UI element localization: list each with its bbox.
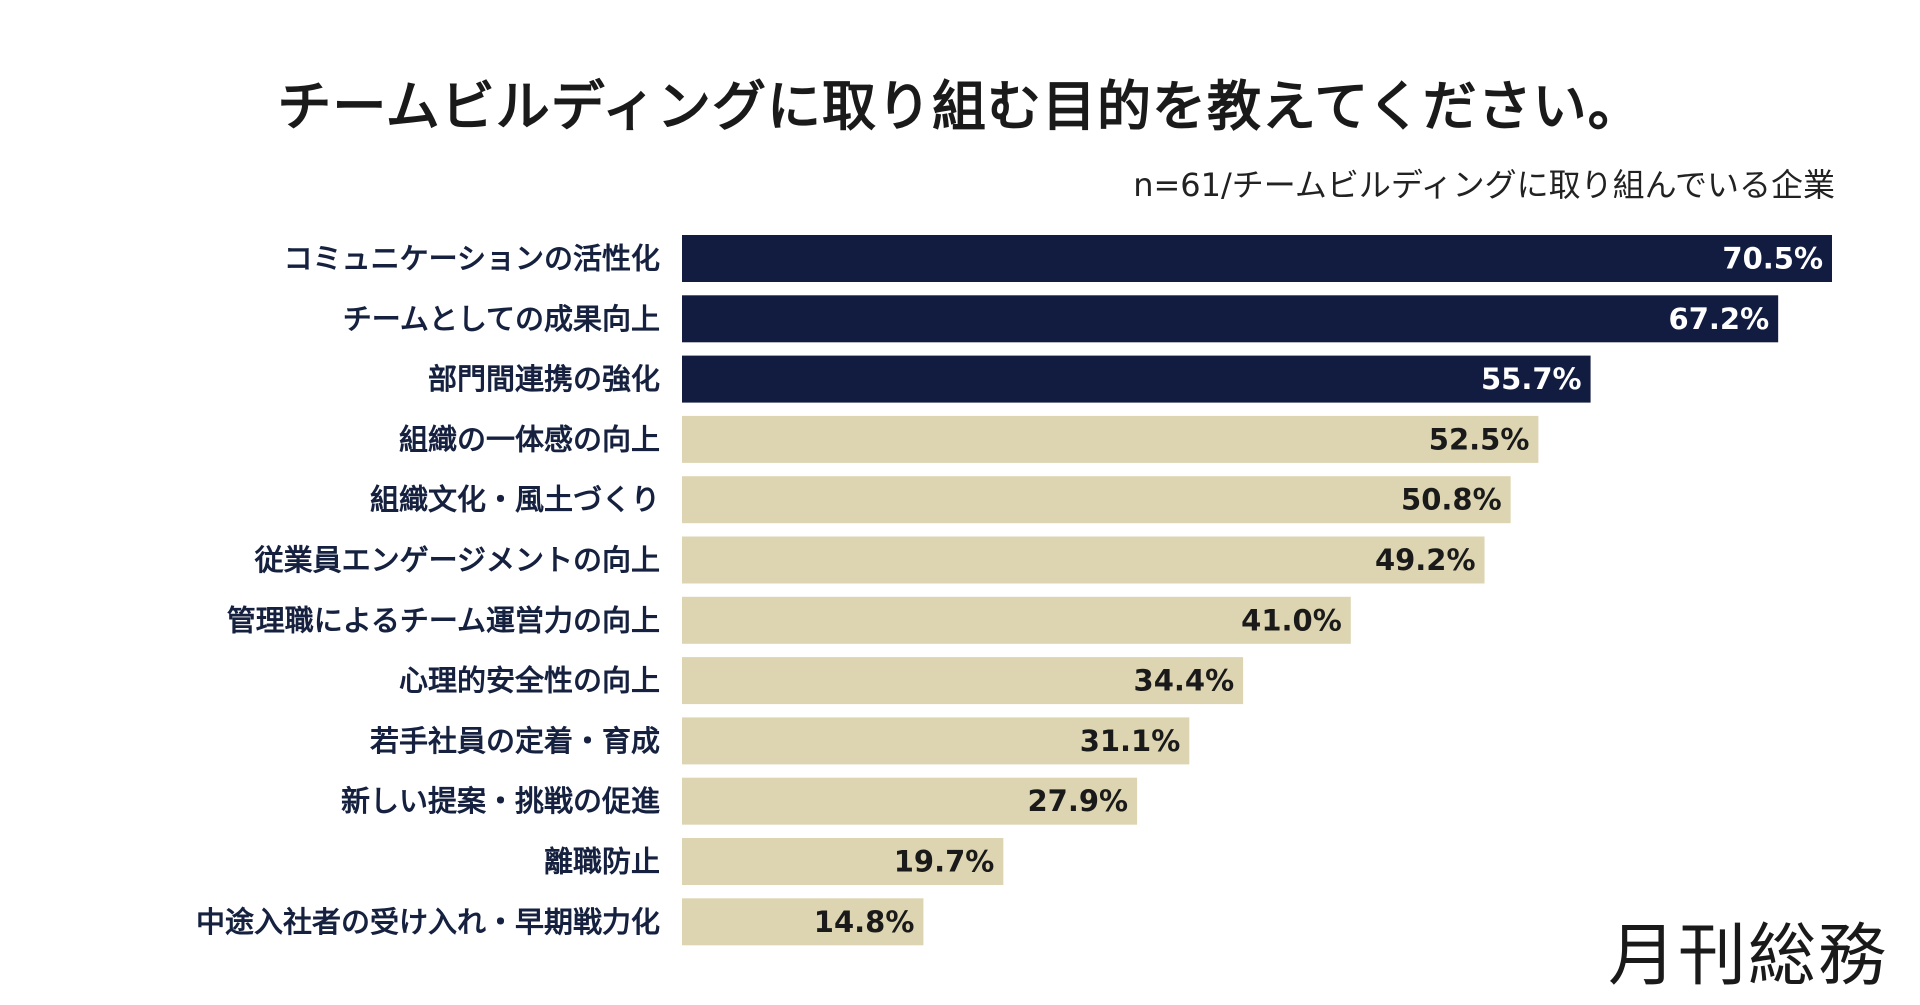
bar-9 (682, 777, 1138, 825)
bar-3 (682, 415, 1539, 463)
category-label-0: コミュニケーションの活性化 (284, 242, 660, 276)
bar-4 (682, 476, 1511, 524)
category-label-5: 従業員エンゲージメントの向上 (254, 543, 660, 577)
value-label-0: 70.5% (1722, 242, 1823, 276)
bar-11 (682, 898, 924, 946)
value-label-9: 27.9% (1027, 784, 1128, 818)
category-label-10: 離職防止 (544, 845, 660, 879)
category-label-11: 中途入社者の受け入れ・早期戦力化 (196, 905, 660, 939)
bar-6 (682, 596, 1351, 644)
publisher-logo: 月刊総務 (1607, 917, 1888, 996)
value-label-4: 50.8% (1401, 483, 1502, 517)
category-label-1: チームとしての成果向上 (343, 302, 660, 336)
bar-5 (682, 536, 1485, 584)
category-label-7: 心理的安全性の向上 (399, 664, 660, 698)
value-label-1: 67.2% (1669, 302, 1770, 336)
value-label-8: 31.1% (1080, 724, 1181, 758)
value-label-6: 41.0% (1241, 603, 1342, 637)
bar-8 (682, 717, 1190, 765)
value-label-11: 14.8% (814, 905, 915, 939)
chart-title: チームビルディングに取り組む目的を教えてください。 (277, 75, 1643, 138)
bar-2 (682, 355, 1591, 403)
category-label-8: 若手社員の定着・育成 (370, 724, 660, 758)
value-label-5: 49.2% (1375, 543, 1476, 577)
bar-7 (682, 657, 1244, 705)
value-label-7: 34.4% (1134, 664, 1235, 698)
chart-subtitle: n=61/チームビルディングに取り組んでいる企業 (1133, 166, 1835, 204)
category-label-6: 管理職によるチーム運営力の向上 (227, 603, 660, 637)
category-label-9: 新しい提案・挑戦の促進 (341, 784, 660, 818)
category-label-2: 部門間連携の強化 (428, 362, 660, 396)
value-label-3: 52.5% (1429, 422, 1530, 456)
category-label-4: 組織文化・風土づくり (370, 483, 660, 517)
value-label-2: 55.7% (1481, 362, 1582, 396)
bar-1 (682, 295, 1779, 343)
category-label-3: 組織の一体感の向上 (399, 422, 660, 456)
value-label-10: 19.7% (894, 845, 995, 879)
bar-10 (682, 838, 1004, 885)
bar-0 (682, 235, 1832, 282)
